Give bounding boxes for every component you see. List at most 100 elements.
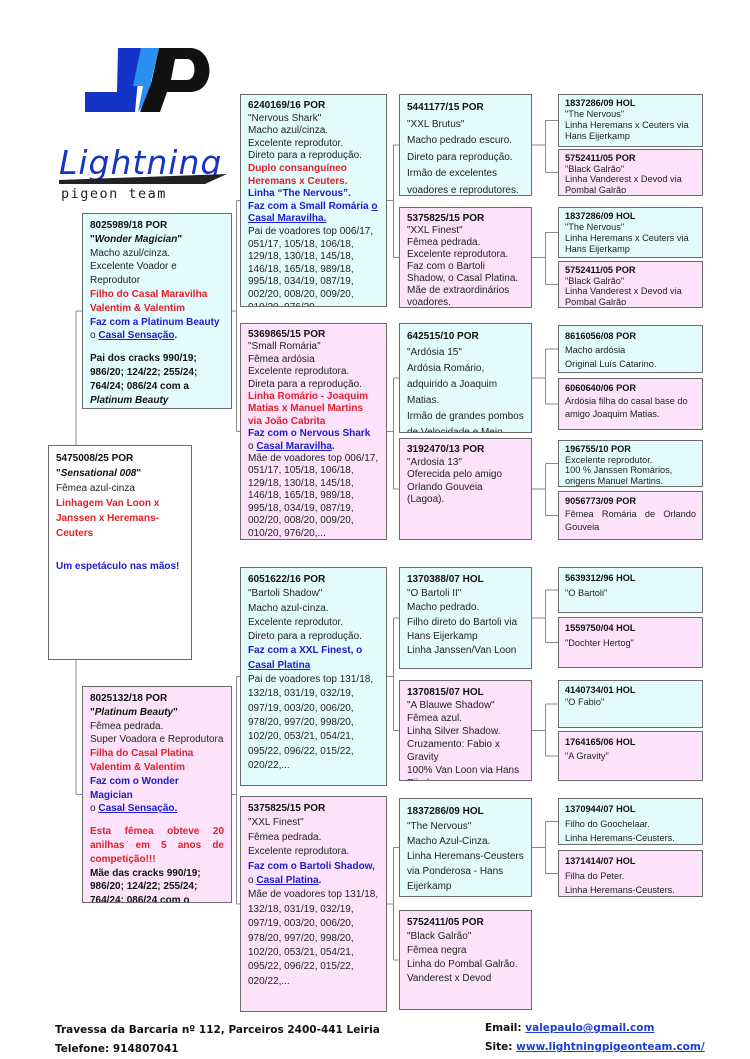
site-link[interactable]: www.lightningpigeonteam.com/ bbox=[516, 1041, 705, 1053]
card-line: Irmão de excelentes bbox=[407, 166, 524, 183]
card-line: Linha Heremans-Ceusters. bbox=[565, 883, 696, 896]
ring-number: 1370388/07 HOL bbox=[407, 573, 524, 587]
ring-number: 5375825/15 POR bbox=[407, 213, 524, 225]
card-text: "A Gravity" bbox=[565, 751, 609, 761]
card-text: Faz com o Bartoli Shadow, o Casal Platin… bbox=[407, 261, 519, 284]
card-text: Linha “The Nervous”. bbox=[248, 188, 351, 200]
card-text: (Lagoa). bbox=[407, 494, 445, 505]
pigeon-card: 6060640/06 POR Ardósia filha do casal bas… bbox=[558, 378, 703, 430]
card-line: Linha Silver Shadow. bbox=[407, 725, 524, 738]
card-text: "The Nervous" bbox=[565, 222, 625, 232]
card-text: 4140734/01 HOL bbox=[565, 685, 636, 695]
card-text: Cruzamento: Fabio x Gravity bbox=[407, 739, 500, 763]
ring-number: 1837286/09 HOL bbox=[565, 211, 696, 222]
card-text: Linha Vanderest x Devod via Pombal Galrã… bbox=[565, 174, 682, 195]
card-line: "Wonder Magician" bbox=[90, 233, 224, 247]
card-line: "Black Galrão" bbox=[407, 930, 524, 944]
card-text: Filha do Peter. bbox=[565, 870, 625, 881]
card-line: Macho azul-cinza. bbox=[248, 602, 379, 616]
card-text: 5375825/15 POR bbox=[248, 803, 326, 814]
card-text: Linha Silver Shadow. bbox=[407, 726, 501, 737]
pigeon-card: 1370388/07 HOL "O Bartoli II" Macho pedrad… bbox=[399, 567, 532, 669]
card-text: Faz com a Small Romária bbox=[248, 200, 372, 212]
card-text: 5639312/96 HOL bbox=[565, 573, 636, 583]
email-link[interactable]: valepaulo@gmail.com bbox=[525, 1022, 655, 1034]
casal-link[interactable]: Casal Maravilha bbox=[256, 440, 332, 452]
card-text: Pai de voadores top 131/18, 132/18, 031/… bbox=[248, 674, 374, 771]
card-text: "XXL Brutus" bbox=[407, 118, 465, 130]
card-line: voadores e reprodutores. bbox=[407, 183, 524, 196]
ring-number: 642515/10 POR bbox=[407, 329, 524, 345]
casal-link[interactable]: o Casal Maravilha. bbox=[248, 200, 378, 225]
card-text: o bbox=[248, 440, 257, 452]
ring-number: 6060640/06 POR bbox=[565, 382, 696, 395]
card-text: 5375825/15 POR bbox=[407, 213, 485, 224]
card-line: Fêmea negra bbox=[407, 944, 524, 958]
casal-link[interactable]: Casal Sensação. bbox=[98, 803, 178, 815]
card-text: Irmão de grandes pombos de Velocidade e … bbox=[407, 411, 524, 433]
ring-number: 196755/10 POR bbox=[565, 444, 696, 455]
pigeon-card: 642515/10 POR "Ardósia 15" Ardósia Romário… bbox=[399, 323, 532, 433]
card-line: Fêmea azul-cinza bbox=[56, 481, 184, 496]
card-text: Um espetáculo nas mãos! bbox=[56, 561, 180, 572]
card-text: "Black Galrão" bbox=[565, 163, 625, 174]
card-line bbox=[90, 343, 224, 352]
casal-link[interactable]: Casal Sensação bbox=[98, 330, 175, 342]
ring-number: 5441177/15 POR bbox=[407, 100, 524, 117]
card-line: Faz com a Platinum Beauty bbox=[90, 316, 224, 330]
email-label: Email: bbox=[485, 1022, 526, 1034]
card-line: Linha Janssen/Van Loon bbox=[407, 644, 524, 658]
logo-lightning-bolt-icon bbox=[133, 48, 163, 112]
footer-site: Site: www.lightningpigeonteam.com/ bbox=[485, 1038, 705, 1057]
card-line: Irmão de grandes pombos de Velocidade e … bbox=[407, 409, 524, 433]
casal-link[interactable]: Casal Platina bbox=[248, 659, 311, 671]
card-line: Valentim & Valentim bbox=[90, 302, 224, 316]
card-text: Hans Eijerkamp bbox=[407, 630, 478, 642]
card-line: Linha Heremans x Ceuters via Hans Eijerk… bbox=[565, 233, 696, 255]
ring-number: 1371414/07 HOL bbox=[565, 854, 696, 869]
pigeon-card-subject: 5475008/25 POR "Sensational 008" Fêmea azu… bbox=[48, 445, 192, 660]
card-line: 100 % Janssen Romários, origens Manuel M… bbox=[565, 465, 696, 486]
card-line: Original Luís Catarino. bbox=[565, 357, 696, 371]
card-text: 5752411/05 POR bbox=[565, 265, 636, 275]
card-text: "The Nervous" bbox=[565, 109, 625, 119]
card-line: Linhagem Van Loon x Janssen x Heremans-C… bbox=[56, 496, 184, 541]
card-text: "Nervous Shark" bbox=[248, 112, 322, 124]
card-text: 6060640/06 POR bbox=[565, 383, 637, 393]
footer-phone: Telefone: 914807041 bbox=[55, 1040, 380, 1059]
card-line: Pai dos cracks 990/19; 986/20; 124/22; 2… bbox=[90, 352, 224, 407]
card-line: Macho azul/cinza. bbox=[90, 247, 224, 261]
card-text: Faz com o Bartoli Shadow, bbox=[248, 860, 375, 872]
card-line: Linha Heremans-Ceusters via Ponderosa - … bbox=[407, 849, 524, 894]
card-text: Faz com a Platinum Beauty bbox=[90, 316, 220, 328]
card-text: Valentim & Valentim bbox=[90, 302, 186, 314]
card-text: 1837286/09 HOL bbox=[565, 98, 636, 108]
card-text: "O Fabio" bbox=[565, 697, 605, 707]
card-line: Filha do Peter. bbox=[565, 869, 696, 884]
card-line: "Small Romária" bbox=[248, 341, 379, 353]
pigeon-card: 5375825/15 POR "XXL Finest" Fêmea pedrada.… bbox=[240, 796, 387, 1012]
card-text: Linha Janssen/Van Loon bbox=[407, 645, 517, 657]
card-text: Direta para a reprodução. bbox=[248, 378, 362, 390]
card-text: "XXL Finest" bbox=[407, 225, 463, 236]
card-text: 1371414/07 HOL bbox=[565, 856, 636, 866]
card-text: "The Nervous" bbox=[407, 821, 472, 832]
card-text: Excelente reprodutora. bbox=[248, 366, 350, 378]
card-line: Linha Romário - Joaquim Matias x Manuel … bbox=[248, 391, 379, 428]
card-text: Faz com o Wonder Magician bbox=[90, 775, 179, 801]
ring-number: 1559750/04 HOL bbox=[565, 621, 696, 636]
card-text: 1559750/04 HOL bbox=[565, 623, 636, 633]
pigeon-card: 6051622/16 POR "Bartoli Shadow" Macho azul… bbox=[240, 567, 387, 786]
card-text: 3192470/13 POR bbox=[407, 444, 485, 455]
card-text: 6240169/16 POR bbox=[248, 100, 326, 111]
card-line: Filho do Casal Maravilha bbox=[90, 288, 224, 302]
card-text: " bbox=[177, 233, 183, 245]
casal-link[interactable]: Casal Platina bbox=[256, 875, 319, 887]
card-line: Faz com o Nervous Shark bbox=[248, 428, 379, 440]
card-text: Direto para reprodução. bbox=[407, 151, 513, 163]
site-label: Site: bbox=[485, 1041, 517, 1053]
card-text: 5441177/15 POR bbox=[407, 102, 484, 113]
card-text: Linha Heremans-Ceusters via Ponderosa - … bbox=[407, 851, 524, 892]
ring-number: 1764165/06 HOL bbox=[565, 735, 696, 749]
card-line: Filho direto do Bartoli via bbox=[407, 616, 524, 630]
